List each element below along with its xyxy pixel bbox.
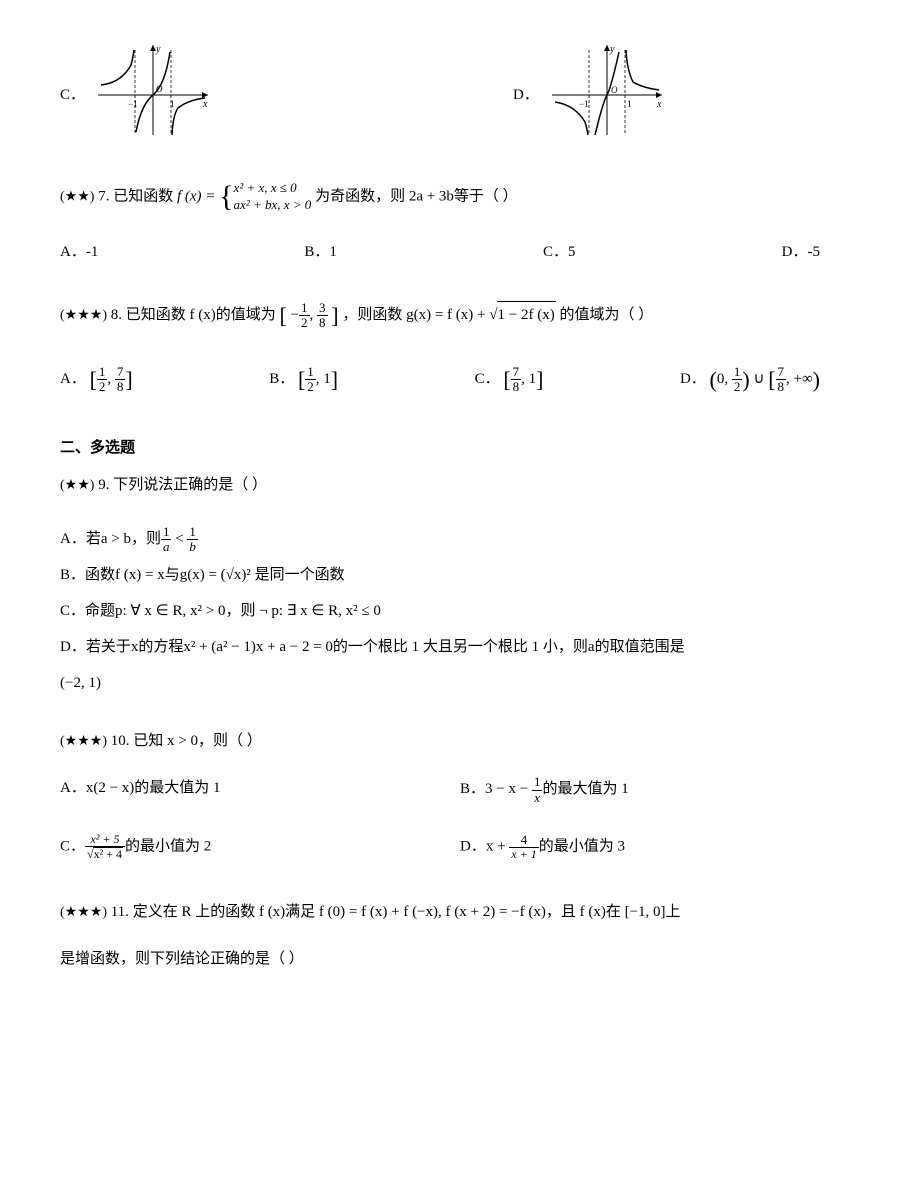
q8-sqrt-expr: 1 − 2f (x) — [497, 301, 556, 329]
q8-range1-b: 38 — [317, 301, 328, 331]
svg-text:x: x — [656, 99, 662, 110]
q8-opt-c: C． [78, 1] — [475, 360, 544, 400]
q8-text3: 的值域为（ ） — [559, 307, 653, 323]
q8-range1-a: 12 — [299, 301, 310, 331]
q8-sqrt: √1 − 2f (x) — [489, 307, 555, 323]
q10-text: 已知 x > 0，则（ ） — [133, 733, 261, 749]
choice-row-cd: C． −1 1 y x O D — [60, 40, 860, 150]
svg-text:O: O — [156, 84, 163, 94]
q7-number: 7. — [98, 188, 109, 204]
q7-text-prefix: 已知函数 — [113, 188, 177, 204]
q7-piece1: x² + x, x ≤ 0 — [234, 180, 312, 197]
q11-text1: 定义在 R 上的函数 f (x)满足 f (0) = f (x) + f (−x… — [133, 904, 681, 920]
q9-number: 9. — [98, 477, 109, 493]
q9-opt-a: A．若a > b，则1a < 1b — [60, 524, 860, 554]
question-8: (★★★) 8. 已知函数 f (x)的值域为 [ −12, 38 ] ，则函数… — [60, 296, 860, 336]
svg-text:−1: −1 — [128, 99, 138, 109]
section-2-header: 二、多选题 — [60, 435, 860, 462]
choice-d-label: D． — [513, 82, 539, 109]
q7-options: A．-1 B．1 C．5 D．-5 — [60, 239, 860, 266]
q9-options: A．若a > b，则1a < 1b B．函数f (x) = x与g(x) = (… — [60, 524, 860, 698]
q8-stars: (★★★) — [60, 308, 107, 323]
svg-text:y: y — [155, 44, 161, 55]
q7-piece2: ax² + bx, x > 0 — [234, 197, 312, 214]
q9-opt-c: C．命题p: ∀ x ∈ R, x² > 0，则 ¬ p: ∃ x ∈ R, x… — [60, 596, 860, 626]
question-7: (★★) 7. 已知函数 f (x) = { x² + x, x ≤ 0 ax²… — [60, 180, 860, 214]
q8-range1-sign: − — [291, 307, 299, 323]
svg-text:O: O — [611, 85, 618, 95]
question-11: (★★★) 11. 定义在 R 上的函数 f (x)满足 f (0) = f (… — [60, 899, 860, 926]
q8-opt-a: A． [12, 78] — [60, 360, 133, 400]
bracket-close-icon: ] — [331, 303, 338, 328]
q7-stars: (★★) — [60, 189, 94, 204]
graph-c: −1 1 y x O — [93, 40, 213, 150]
q11-number: 11. — [111, 904, 129, 920]
q7-func: f (x) = — [177, 188, 215, 204]
q9-stars: (★★) — [60, 478, 94, 493]
q9-opt-d-line2: (−2, 1) — [60, 668, 860, 698]
q8-number: 8. — [111, 307, 122, 323]
q9-opt-d: D．若关于x的方程x² + (a² − 1)x + a − 2 = 0的一个根比… — [60, 632, 860, 662]
q7-text-mid: 为奇函数，则 2a + 3b等于（ ） — [315, 188, 518, 204]
svg-text:y: y — [609, 44, 615, 55]
q10-opt-d: D．x + 4x + 1的最小值为 3 — [460, 833, 860, 861]
q10-options-row1: A．x(2 − x)的最大值为 1 B．3 − x − 1x的最大值为 1 — [60, 775, 860, 813]
graph-d: −1 1 y x O — [547, 40, 667, 150]
svg-text:−1: −1 — [579, 99, 589, 109]
q10-opt-a: A．x(2 − x)的最大值为 1 — [60, 775, 460, 805]
question-10: (★★★) 10. 已知 x > 0，则（ ） — [60, 728, 860, 755]
q8-range1: [ −12, 38 ] — [279, 307, 342, 323]
svg-text:1: 1 — [627, 99, 632, 109]
q9-text: 下列说法正确的是（ ） — [113, 477, 267, 493]
q10-options-row2: C．x² + 5√x² + 4的最小值为 2 D．x + 4x + 1的最小值为… — [60, 833, 860, 869]
choice-d: D． −1 1 y x O — [513, 40, 667, 150]
q11-text2: 是增函数，则下列结论正确的是（ ） — [60, 946, 860, 973]
q7-opt-d: D．-5 — [782, 239, 820, 266]
q10-opt-b: B．3 − x − 1x的最大值为 1 — [460, 775, 860, 805]
bracket-open-icon: [ — [279, 303, 286, 328]
choice-c: C． −1 1 y x O — [60, 40, 213, 150]
q8-opt-d: D． (0, 12) ∪ [78, +∞) — [680, 360, 820, 400]
q8-text2: ，则函数 g(x) = f (x) + — [342, 307, 489, 323]
q7-opt-b: B．1 — [304, 239, 337, 266]
q10-stars: (★★★) — [60, 734, 107, 749]
q7-pieces: x² + x, x ≤ 0 ax² + bx, x > 0 — [234, 180, 312, 214]
q10-number: 10. — [111, 733, 130, 749]
question-9: (★★) 9. 下列说法正确的是（ ） — [60, 472, 860, 499]
choice-c-label: C． — [60, 82, 85, 109]
brace-icon: { — [219, 182, 233, 212]
q8-options: A． [12, 78] B． [12, 1] C． [78, 1] D． (0,… — [60, 360, 860, 400]
q7-piecewise: { x² + x, x ≤ 0 ax² + bx, x > 0 — [219, 180, 311, 214]
q7-opt-a: A．-1 — [60, 239, 98, 266]
q8-text1: 已知函数 f (x)的值域为 — [126, 307, 280, 323]
q9-opt-b: B．函数f (x) = x与g(x) = (√x)² 是同一个函数 — [60, 560, 860, 590]
svg-text:x: x — [202, 99, 208, 110]
q8-opt-b: B． [12, 1] — [269, 360, 338, 400]
q7-opt-c: C．5 — [543, 239, 576, 266]
q10-opt-c: C．x² + 5√x² + 4的最小值为 2 — [60, 833, 460, 861]
q11-stars: (★★★) — [60, 905, 107, 920]
svg-text:1: 1 — [170, 99, 175, 109]
